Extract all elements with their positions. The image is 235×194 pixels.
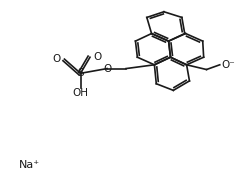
Text: O: O xyxy=(94,52,102,62)
Text: OH: OH xyxy=(73,88,89,99)
Text: S: S xyxy=(77,68,84,78)
Text: O⁻: O⁻ xyxy=(222,60,235,70)
Text: O: O xyxy=(52,54,61,64)
Text: O: O xyxy=(103,64,111,74)
Text: Na⁺: Na⁺ xyxy=(19,160,40,170)
